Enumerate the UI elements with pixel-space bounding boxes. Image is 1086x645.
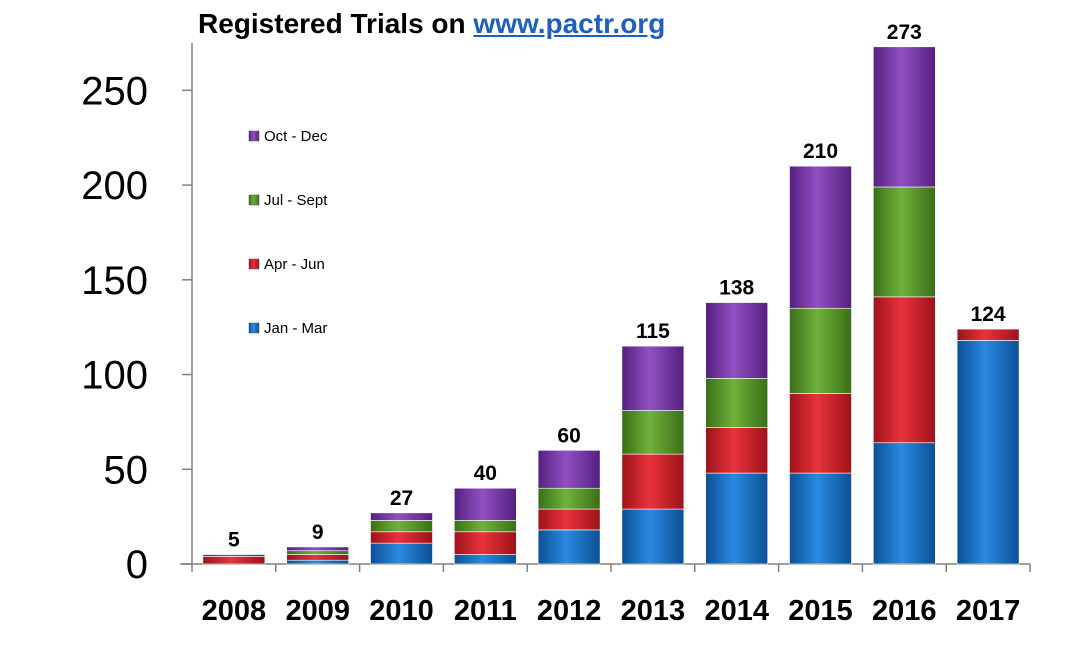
- legend-label: Jan - Mar: [264, 320, 327, 337]
- y-tick-label: 200: [81, 164, 148, 208]
- y-tick-label: 0: [126, 543, 148, 587]
- legend: Oct - Dec Jul - Sept Apr - Jun Jan - Mar: [248, 128, 328, 337]
- bar-total-label: 5: [228, 529, 240, 552]
- x-tick-label: 2012: [537, 595, 602, 627]
- pactr-link[interactable]: www.pactr.org: [473, 8, 666, 39]
- y-tick-label: 150: [81, 259, 148, 303]
- legend-swatch: [248, 130, 260, 142]
- bar-total-label: 124: [971, 303, 1006, 326]
- bar-total-label: 9: [312, 521, 324, 544]
- x-tick-label: 2010: [369, 595, 434, 627]
- x-tick-label: 2009: [285, 595, 350, 627]
- bar-segment: [453, 554, 517, 565]
- bar-segment: [705, 302, 769, 379]
- bar-total-label: 115: [636, 320, 670, 343]
- bar-segment: [286, 546, 350, 552]
- bar-segment: [286, 554, 350, 561]
- bar-total-label: 27: [390, 487, 413, 510]
- labels: 5 2008 9 2009 27 2010 40 2011 60 2012 115 2013 138 20…: [202, 21, 1021, 627]
- bar-segment: [705, 472, 769, 565]
- bar-segment: [202, 556, 266, 565]
- bar-segment: [286, 550, 350, 555]
- x-tick-label: 2015: [788, 595, 853, 627]
- bar-total-label: 273: [887, 21, 922, 44]
- bar-segment: [537, 529, 601, 565]
- bar-segment: [286, 559, 350, 565]
- bar-total-label: 40: [474, 462, 497, 485]
- x-tick-label: 2017: [956, 595, 1021, 627]
- bar-segment: [956, 340, 1020, 565]
- chart-title: Registered Trials on www.pactr.org: [198, 8, 665, 40]
- bar-segment: [789, 307, 852, 394]
- y-tick-label: 50: [104, 448, 149, 492]
- bar-segment: [872, 46, 936, 188]
- y-tick-label: 100: [81, 354, 148, 398]
- bar-total-label: 60: [557, 424, 580, 447]
- bar-segment: [370, 531, 433, 544]
- legend-label: Jul - Sept: [264, 192, 328, 209]
- bars: [202, 46, 1020, 565]
- legend-label: Apr - Jun: [264, 256, 325, 273]
- bar-segment: [621, 508, 685, 565]
- bar-total-label: 138: [719, 277, 754, 300]
- bar-segment: [621, 410, 685, 455]
- legend-swatch: [248, 322, 260, 334]
- bar-segment: [705, 427, 769, 474]
- bar-segment: [202, 554, 266, 557]
- axes: 0 50 100 150 200 250: [81, 43, 1031, 587]
- bar-segment: [621, 345, 685, 411]
- x-tick-label: 2008: [202, 595, 267, 627]
- bar-segment: [453, 487, 517, 521]
- x-tick-label: 2013: [621, 595, 686, 627]
- bar-segment: [370, 512, 433, 521]
- bar-segment: [789, 165, 852, 309]
- y-tick-label: 250: [81, 69, 148, 113]
- bar-total-label: 210: [803, 140, 838, 163]
- bar-segment: [872, 442, 936, 565]
- bar-segment: [453, 520, 517, 533]
- bar-segment: [872, 296, 936, 444]
- legend-swatch: [248, 194, 260, 206]
- bar-segment: [621, 453, 685, 510]
- bar-segment: [537, 450, 601, 489]
- bar-segment: [956, 328, 1020, 341]
- legend-swatch: [248, 258, 260, 270]
- bar-segment: [537, 508, 601, 531]
- bar-segment: [370, 542, 433, 565]
- bar-segment: [789, 472, 852, 565]
- x-tick-label: 2011: [454, 595, 517, 627]
- bar-segment: [705, 378, 769, 428]
- bar-segment: [537, 487, 601, 510]
- x-tick-label: 2016: [872, 595, 937, 627]
- chart-title-text: Registered Trials on: [198, 8, 474, 39]
- bar-segment: [872, 186, 936, 298]
- bar-segment: [453, 531, 517, 555]
- legend-label: Oct - Dec: [264, 128, 328, 145]
- bar-segment: [789, 393, 852, 474]
- bar-segment: [370, 520, 433, 533]
- x-tick-label: 2014: [704, 595, 769, 627]
